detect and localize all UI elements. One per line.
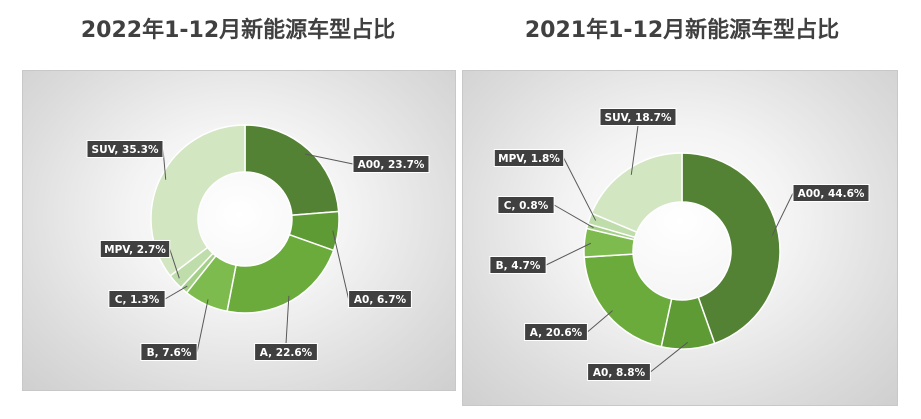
leader-line-a0 bbox=[650, 341, 689, 373]
leader-line-a0 bbox=[332, 230, 350, 300]
leader-line-mpv bbox=[169, 248, 180, 279]
data-label-text: MPV, 1.8% bbox=[498, 153, 560, 165]
data-label-box bbox=[497, 196, 555, 214]
data-label-a00: A00, 23.7% bbox=[352, 155, 430, 173]
leader-line-a bbox=[587, 310, 613, 333]
data-label-a00: A00, 44.6% bbox=[792, 184, 870, 202]
chart-panel-2021: A00, 44.6% A0, 8.8% A, 20.6% B, 4.7% C, 0.8%… bbox=[462, 70, 898, 406]
slice-suv bbox=[590, 152, 683, 234]
data-label-box bbox=[524, 323, 588, 341]
data-label-a: A, 22.6% bbox=[254, 343, 318, 361]
slice-a bbox=[583, 253, 673, 348]
leader-line-b bbox=[196, 299, 209, 353]
data-label-b: B, 4.7% bbox=[489, 256, 547, 274]
data-label-text: A0, 6.7% bbox=[354, 294, 407, 306]
donut-chart-2022: A00, 23.7% A0, 6.7% A, 22.6% B, 7.6% C, 1.3%… bbox=[86, 124, 430, 361]
leader-line-a bbox=[285, 295, 290, 344]
chart-title-2021: 2021年1-12月新能源车型占比 bbox=[524, 18, 840, 43]
page-footer-strip bbox=[0, 406, 921, 419]
leader-line-a00 bbox=[304, 153, 354, 165]
data-label-text: A, 20.6% bbox=[530, 327, 583, 339]
data-label-box bbox=[86, 140, 164, 158]
data-label-text: C, 0.8% bbox=[504, 200, 549, 212]
data-label-a: A, 20.6% bbox=[524, 323, 588, 341]
data-label-text: A00, 23.7% bbox=[358, 159, 425, 171]
data-label-mpv: MPV, 1.8% bbox=[493, 149, 565, 167]
data-label-text: A, 22.6% bbox=[260, 347, 313, 359]
data-label-c: C, 1.3% bbox=[108, 290, 166, 308]
data-label-box bbox=[108, 290, 166, 308]
slice-suv bbox=[150, 124, 246, 277]
data-label-box bbox=[140, 343, 198, 361]
data-label-c: C, 0.8% bbox=[497, 196, 555, 214]
chart-panel-2022: A00, 23.7% A0, 6.7% A, 22.6% B, 7.6% C, 1.3%… bbox=[22, 70, 456, 391]
data-label-text: B, 4.7% bbox=[496, 260, 541, 272]
data-label-box bbox=[99, 240, 171, 258]
leader-line-c bbox=[164, 285, 188, 300]
data-label-mpv: MPV, 2.7% bbox=[99, 240, 171, 258]
data-label-box bbox=[587, 363, 651, 381]
leader-line-suv bbox=[630, 125, 639, 175]
leader-line-b bbox=[545, 242, 592, 266]
slice-a00 bbox=[244, 124, 340, 217]
slice-a00 bbox=[681, 152, 781, 345]
donut-chart-2021: A00, 44.6% A0, 8.8% A, 20.6% B, 4.7% C, 0.8%… bbox=[489, 108, 870, 381]
data-label-text: MPV, 2.7% bbox=[104, 244, 166, 256]
chart-title-2022: 2022年1-12月新能源车型占比 bbox=[80, 18, 396, 43]
data-label-suv: SUV, 18.7% bbox=[599, 108, 677, 126]
data-label-box bbox=[254, 343, 318, 361]
data-label-text: C, 1.3% bbox=[115, 294, 160, 306]
data-label-text: B, 7.6% bbox=[147, 347, 192, 359]
data-label-box bbox=[352, 155, 430, 173]
data-label-box bbox=[489, 256, 547, 274]
data-label-box bbox=[348, 290, 412, 308]
leader-line-a00 bbox=[771, 192, 794, 236]
leader-line-mpv bbox=[563, 157, 597, 221]
data-label-text: A0, 8.8% bbox=[593, 367, 646, 379]
data-label-a0: A0, 6.7% bbox=[348, 290, 412, 308]
data-label-box bbox=[792, 184, 870, 202]
data-label-suv: SUV, 35.3% bbox=[86, 140, 164, 158]
data-label-box bbox=[493, 149, 565, 167]
data-label-text: A00, 44.6% bbox=[798, 188, 865, 200]
data-label-text: SUV, 35.3% bbox=[92, 144, 159, 156]
slice-a bbox=[226, 233, 335, 314]
data-label-b: B, 7.6% bbox=[140, 343, 198, 361]
leader-line-c bbox=[553, 204, 594, 229]
data-label-text: SUV, 18.7% bbox=[605, 112, 672, 124]
data-label-a0: A0, 8.8% bbox=[587, 363, 651, 381]
data-label-box bbox=[599, 108, 677, 126]
